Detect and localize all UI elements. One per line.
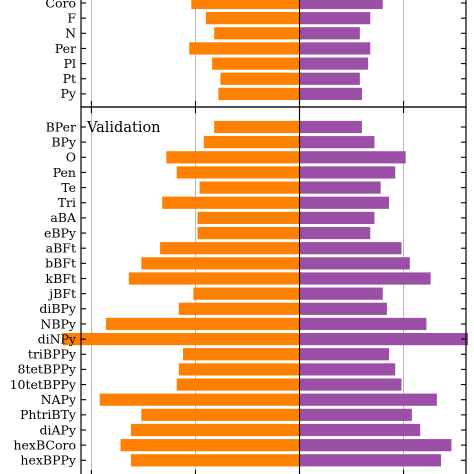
bar-right xyxy=(299,72,360,85)
bar-right xyxy=(299,423,421,437)
bar-left xyxy=(141,257,300,270)
category-label: Coro xyxy=(45,0,76,10)
category-label: Pt xyxy=(63,71,76,86)
category-label: NAPy xyxy=(41,392,77,407)
bar-left xyxy=(160,242,300,255)
bar-left xyxy=(176,378,300,391)
category-label: Py xyxy=(61,86,77,101)
bar-left xyxy=(189,42,300,55)
bar-right xyxy=(299,363,396,376)
bar-right xyxy=(299,151,406,164)
bar-right xyxy=(299,242,402,255)
bar-right xyxy=(299,87,362,100)
bar-left xyxy=(178,363,300,376)
frame-layer xyxy=(80,0,467,474)
bar-left xyxy=(197,211,300,224)
bar-left xyxy=(214,27,300,40)
bar-right xyxy=(299,12,371,25)
bar-left xyxy=(130,423,300,437)
bar-left xyxy=(130,454,300,467)
bar-left xyxy=(205,12,300,25)
category-label: Tri xyxy=(58,195,76,210)
category-label: triBPPy xyxy=(28,347,77,362)
category-label: diBPy xyxy=(39,301,77,316)
bar-left xyxy=(99,393,300,406)
bar-right xyxy=(299,439,452,452)
category-label: hexBCoro xyxy=(13,437,76,452)
bar-left xyxy=(62,333,300,346)
bar-right xyxy=(299,166,396,179)
bar-right xyxy=(299,27,360,40)
bar-left xyxy=(220,72,300,85)
bar-left xyxy=(166,151,300,164)
bar-left xyxy=(178,302,300,315)
category-label: BPy xyxy=(51,134,77,149)
bar-right xyxy=(299,0,383,10)
bar-left xyxy=(176,166,300,179)
bar-left xyxy=(105,317,300,331)
panel-title: Validation xyxy=(86,120,161,136)
category-label: diNPy xyxy=(38,331,77,346)
category-label: kBFt xyxy=(46,271,76,286)
category-label: N xyxy=(65,26,76,41)
bar-right xyxy=(299,317,427,331)
panel-frame xyxy=(80,106,467,474)
bar-left xyxy=(141,408,300,421)
category-label: Per xyxy=(55,41,76,56)
bar-right xyxy=(299,287,383,300)
bar-right xyxy=(299,333,469,346)
category-label: bBFt xyxy=(45,256,76,271)
category-label: PhtriBTy xyxy=(20,407,77,422)
category-label: 8tetBPPy xyxy=(18,362,77,377)
bar-left xyxy=(120,439,300,452)
bar-left xyxy=(197,226,300,240)
category-label: Te xyxy=(61,180,76,195)
bar-right xyxy=(299,211,375,224)
category-label: eBPy xyxy=(44,225,77,240)
category-label: BPer xyxy=(46,119,76,134)
bar-left xyxy=(162,196,300,209)
bar-right xyxy=(299,272,431,285)
bar-right xyxy=(299,120,362,134)
bar-right xyxy=(299,454,442,467)
bar-left xyxy=(128,272,300,285)
bar-left xyxy=(214,120,300,134)
bar-left xyxy=(182,348,300,361)
bar-right xyxy=(299,393,437,406)
category-label: diAPy xyxy=(40,422,77,437)
bar-left xyxy=(212,57,300,70)
bars-layer xyxy=(62,0,469,467)
category-label: F xyxy=(67,10,76,25)
category-label: hexBPPy xyxy=(20,453,77,468)
bar-left xyxy=(218,87,300,100)
category-label: O xyxy=(66,150,76,165)
bar-left xyxy=(199,181,300,194)
category-label: NBPy xyxy=(40,316,77,331)
category-label: jBFt xyxy=(47,286,76,301)
category-label: Pl xyxy=(64,56,76,71)
bar-left xyxy=(203,136,300,149)
bar-right xyxy=(299,302,387,315)
category-label: aBA xyxy=(50,210,77,225)
bar-left xyxy=(193,287,300,300)
bar-left xyxy=(191,0,300,10)
bar-right xyxy=(299,196,389,209)
bar-right xyxy=(299,42,371,55)
category-label: 10tetBPPy xyxy=(10,377,77,392)
bar-right xyxy=(299,348,389,361)
bar-right xyxy=(299,408,412,421)
category-label: Pen xyxy=(53,165,76,180)
bar-right xyxy=(299,57,369,70)
bar-right xyxy=(299,226,371,240)
bar-right xyxy=(299,378,402,391)
bar-right xyxy=(299,257,410,270)
category-label: aBFt xyxy=(46,241,76,256)
bar-right xyxy=(299,136,375,149)
bar-right xyxy=(299,181,381,194)
